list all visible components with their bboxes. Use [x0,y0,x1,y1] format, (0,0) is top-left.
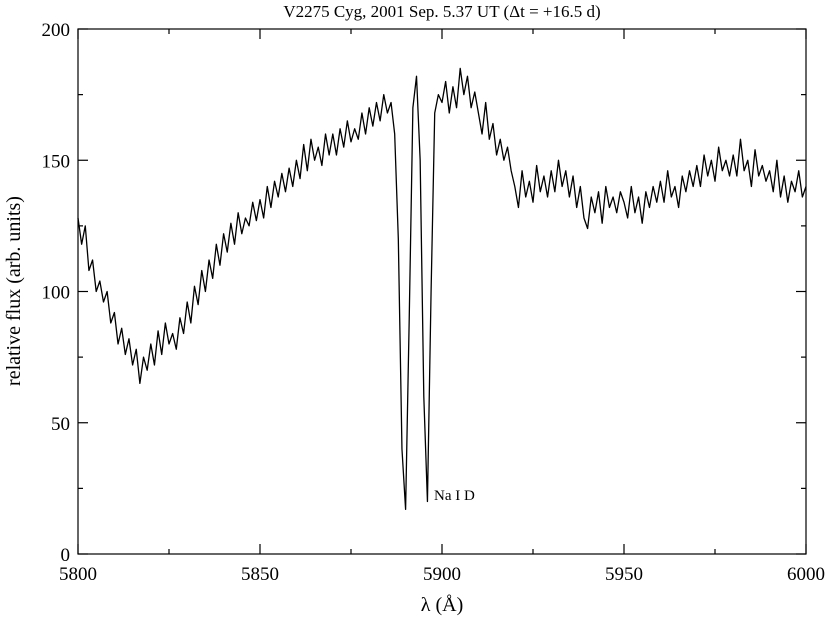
x-axis-label: λ (Å) [421,594,463,616]
y-tick-label: 100 [42,283,71,304]
x-tick-label: 6000 [787,564,825,585]
x-tick-label: 5850 [241,564,279,585]
plot-frame [77,28,807,555]
y-tick-label: 150 [42,151,71,172]
spectrum-line [77,67,807,511]
y-tick-label: 200 [42,20,71,41]
x-tick-label: 5800 [59,564,97,585]
chart-title: V2275 Cyg, 2001 Sep. 5.37 UT (Δt = +16.5… [283,2,600,21]
y-tick-label: 0 [61,545,71,566]
x-tick-label: 5900 [423,564,461,585]
annotation: Na I D [434,488,475,504]
y-tick-label: 50 [51,414,70,435]
y-axis-label: relative flux (arb. units) [3,196,25,386]
x-tick-label: 5950 [605,564,643,585]
